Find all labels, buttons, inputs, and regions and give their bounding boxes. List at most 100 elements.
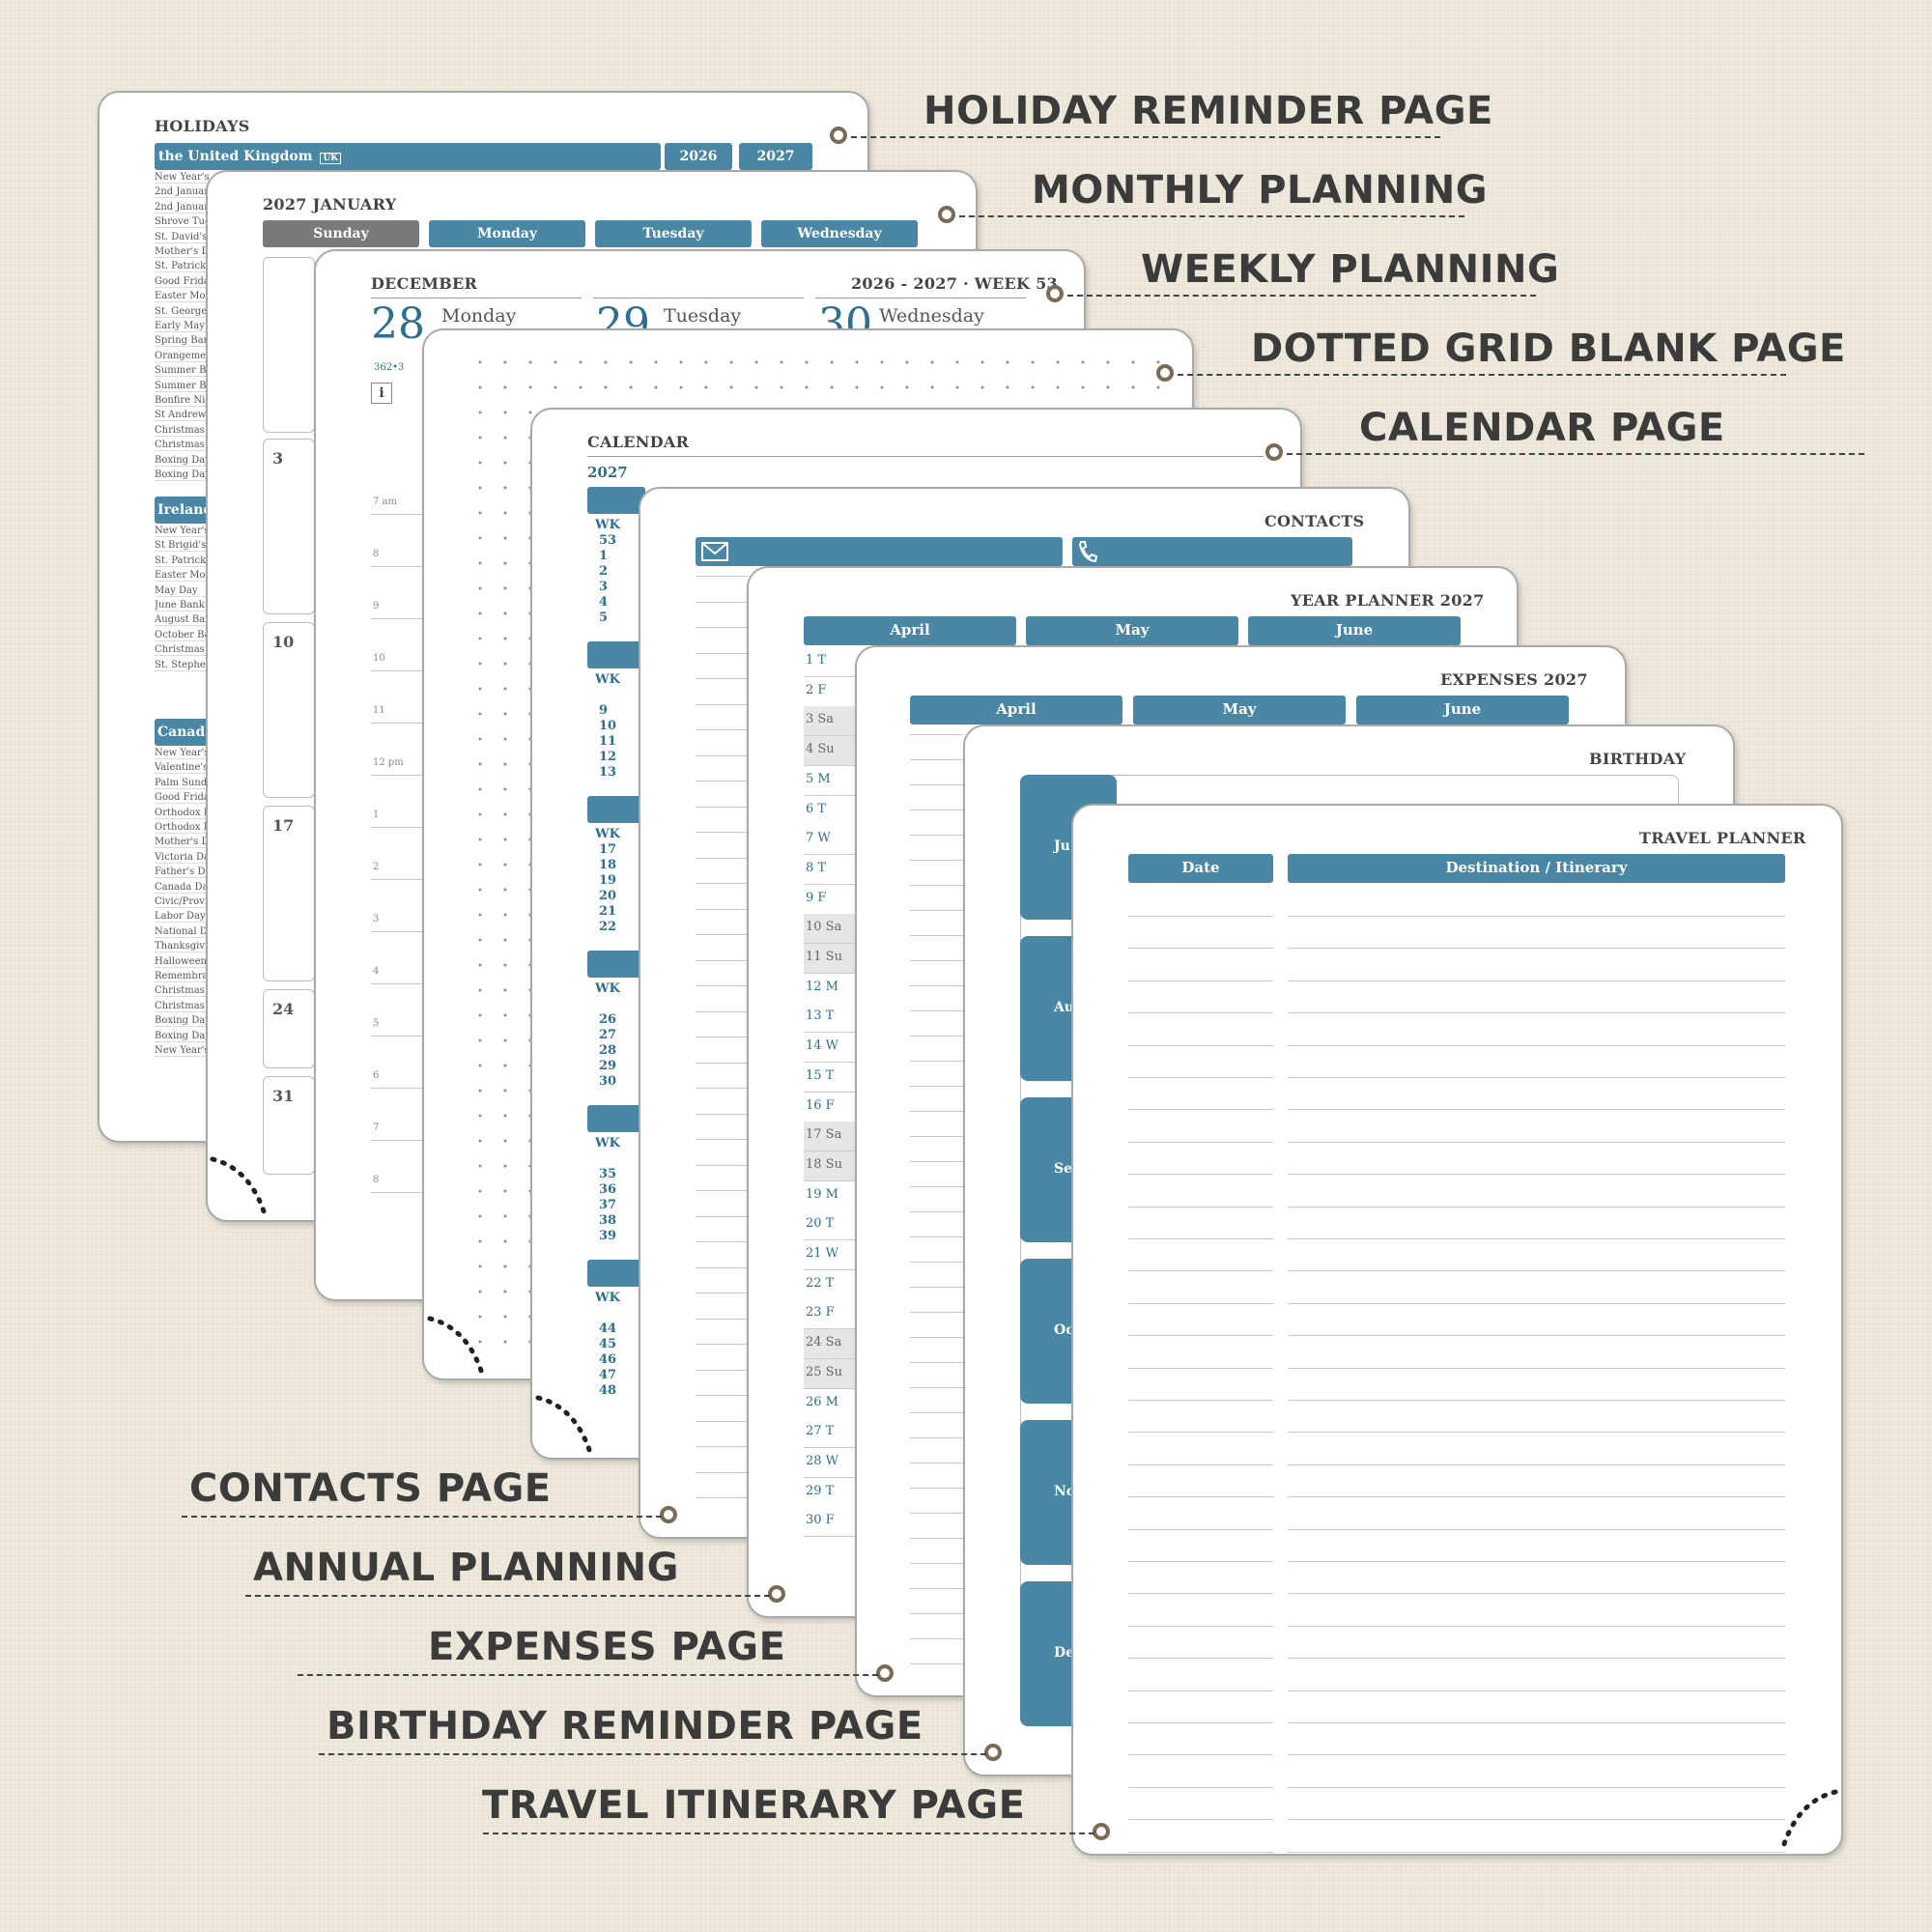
expense-row-line [910, 1663, 963, 1664]
hour-line [371, 1140, 424, 1141]
itinerary-date-line [1128, 1109, 1273, 1111]
itinerary-date-line [1128, 1463, 1273, 1465]
holiday-name: Palm Sunda [155, 777, 213, 789]
itinerary-dest-line [1288, 1109, 1785, 1111]
destination-column-header: Destination / Itinerary [1288, 854, 1785, 883]
ring-marker [660, 1506, 677, 1523]
itinerary-dest-line [1288, 1206, 1785, 1208]
day-row [804, 765, 857, 796]
expense-row-line [910, 1061, 963, 1062]
week-number: 38 [599, 1213, 617, 1228]
week-label: WK [595, 1291, 620, 1305]
page-title: HOLIDAYS [155, 117, 250, 135]
month-header-april: April [910, 696, 1122, 724]
itinerary-dest-line [1288, 1786, 1785, 1788]
day-label: 6 T [806, 801, 827, 816]
day-row [804, 914, 857, 945]
week-number: 46 [599, 1352, 617, 1367]
label-annual: ANNUAL PLANNING [253, 1546, 679, 1590]
day-row [804, 1418, 857, 1449]
itinerary-dest-line [1288, 1432, 1785, 1434]
itinerary-dest-line [1288, 1174, 1785, 1176]
date-number: 17 [272, 816, 295, 835]
week-label: WK [595, 981, 620, 996]
expense-row-line [910, 1010, 963, 1011]
day-row [804, 795, 857, 826]
expense-row-line [910, 860, 963, 861]
itinerary-date-line [1128, 1174, 1273, 1176]
expense-row-line [910, 1488, 963, 1489]
travel-planner-page: TRAVEL PLANNER Date Destination / Itiner… [1071, 804, 1843, 1856]
holiday-name: Civic/Provi [155, 896, 213, 908]
expense-row-line [910, 734, 963, 735]
page-curl-mark [427, 1316, 486, 1379]
day-label: 11 Su [806, 950, 842, 964]
hour-line [371, 566, 424, 567]
contact-row-line [696, 1139, 749, 1140]
itinerary-date-line [1128, 1432, 1273, 1434]
week-number: 45 [599, 1337, 617, 1351]
day-label: 8 T [806, 860, 827, 875]
label-travel: TRAVEL ITINERARY PAGE [482, 1783, 1026, 1828]
holiday-name: Valentine's [155, 762, 213, 775]
week-number: 21 [599, 904, 617, 919]
month-tab-label: Ju [1054, 838, 1070, 854]
day-row [804, 1507, 857, 1538]
date-cell: 24 [263, 989, 315, 1068]
contact-row-line [696, 883, 749, 884]
contact-row-line [696, 806, 749, 808]
country-badge: UK [320, 153, 342, 164]
page-curl-mark [210, 1156, 269, 1220]
itinerary-dest-line [1288, 1496, 1785, 1498]
day-row [804, 1477, 857, 1508]
week-number: 5 [599, 611, 609, 625]
holiday-name: St. Patrick's [155, 261, 213, 273]
day-label: 25 Su [806, 1364, 842, 1379]
contact-row-line [696, 576, 749, 577]
hour-line [371, 1192, 424, 1193]
week-number: 12 [599, 750, 617, 764]
contact-row-line [696, 627, 749, 628]
week-block-header [587, 487, 645, 514]
day-label: 20 T [806, 1216, 835, 1232]
contact-row-line [696, 1420, 749, 1422]
day-row [804, 1210, 857, 1241]
holiday-name: Bonfire Nig [155, 395, 213, 407]
info-icon[interactable]: i [371, 383, 392, 404]
itinerary-date-line [1128, 1593, 1273, 1595]
week-number: 35 [599, 1167, 617, 1181]
label-holiday: HOLIDAY REMINDER PAGE [923, 89, 1493, 133]
hour-line [371, 775, 424, 776]
itinerary-date-line [1128, 1690, 1273, 1691]
contact-row-line [696, 1266, 749, 1268]
week-number: 29 [599, 1059, 617, 1073]
contact-row-line [696, 934, 749, 935]
expense-row-line [910, 1437, 963, 1438]
expense-row-line [910, 1111, 963, 1112]
holiday-name: Orthodox E [155, 807, 213, 819]
day-row [804, 884, 857, 915]
expense-row-line [910, 1287, 963, 1288]
expense-row-line [910, 1337, 963, 1338]
week-number: 10 [599, 719, 617, 733]
email-column-header [696, 537, 1063, 566]
hour-label: 1 [373, 810, 380, 820]
itinerary-dest-line [1288, 1463, 1785, 1465]
week-block-header [587, 951, 645, 978]
itinerary-dest-line [1288, 1012, 1785, 1014]
contact-row-line [696, 1062, 749, 1064]
expense-row-line [910, 784, 963, 785]
itinerary-dest-line [1288, 1077, 1785, 1078]
day-row [804, 1240, 857, 1270]
holiday-name: Easter Mon [155, 570, 213, 582]
expense-row-line [910, 1211, 963, 1212]
label-weekly: WEEKLY PLANNING [1141, 247, 1560, 292]
holiday-name: Father's Da [155, 867, 213, 879]
page-title: CALENDAR [587, 433, 690, 451]
day-row [804, 854, 857, 885]
day-label: 27 T [806, 1424, 835, 1439]
hour-label: 10 [373, 653, 385, 664]
week-number: 26 [599, 1012, 617, 1027]
holiday-name: St. Stephen [155, 659, 213, 671]
expense-row-line [910, 1387, 963, 1388]
